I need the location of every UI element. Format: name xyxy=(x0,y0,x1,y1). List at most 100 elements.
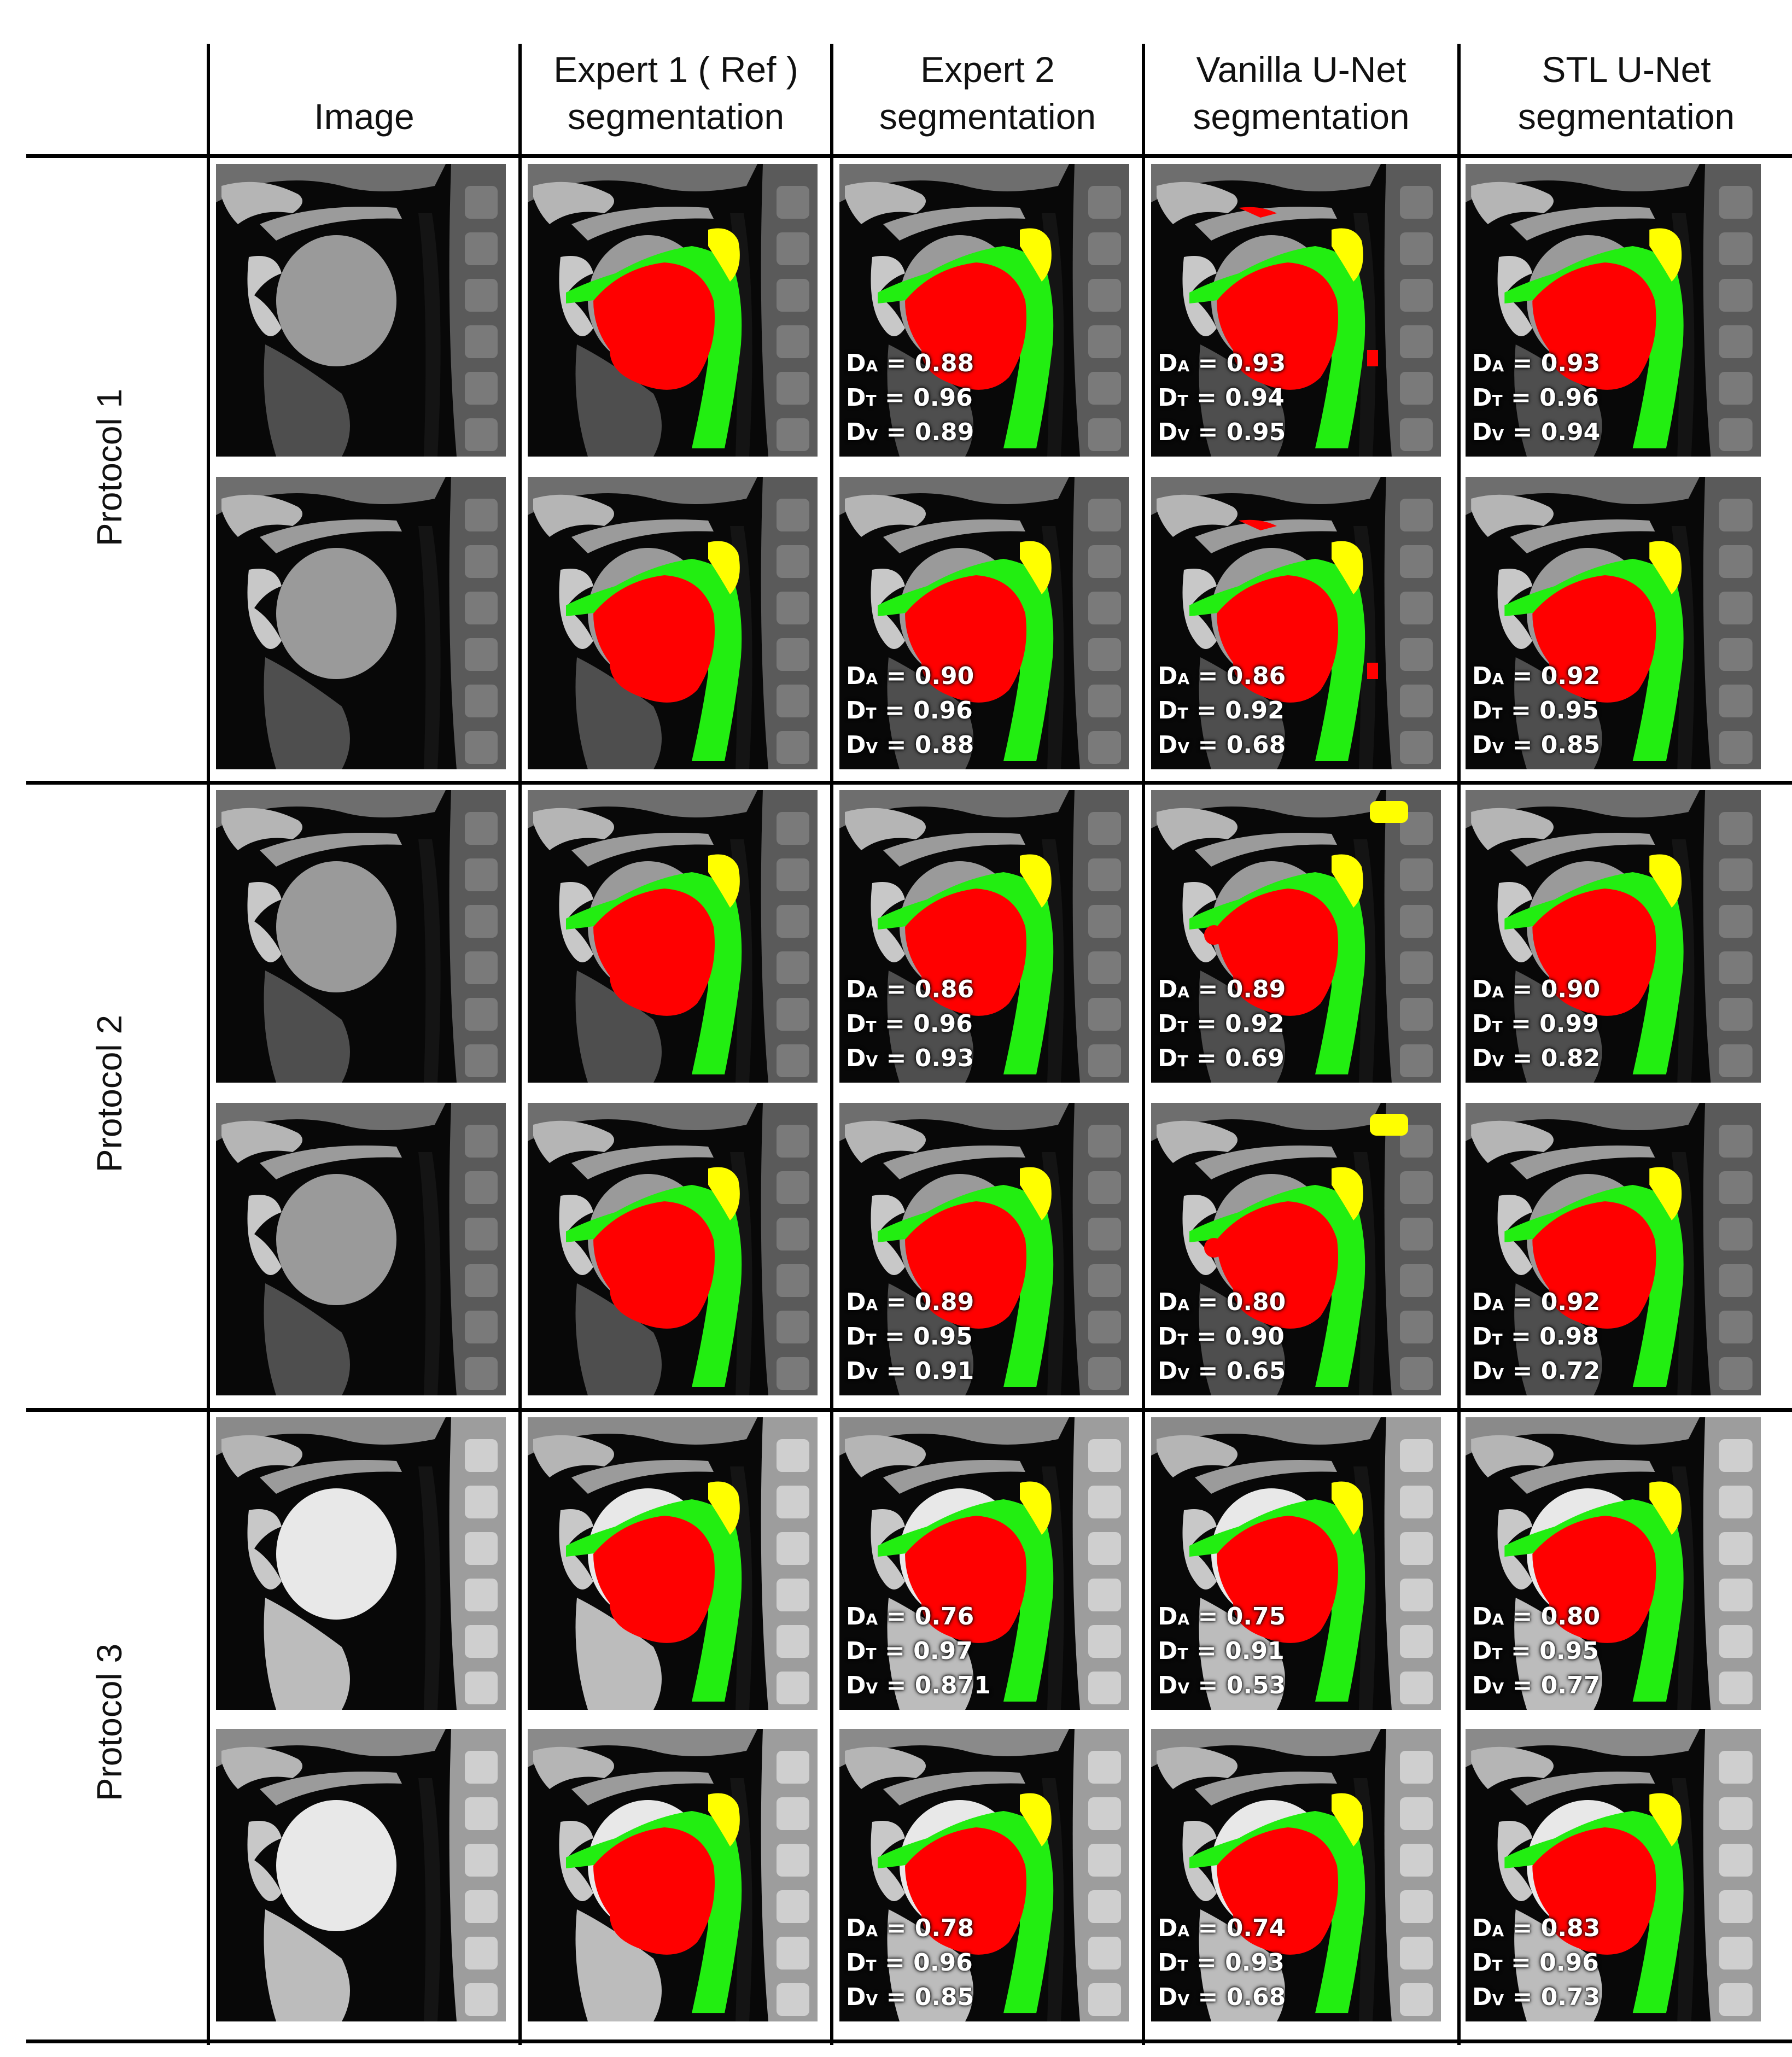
dice-metrics: DA = 0.74 DT = 0.93 DV = 0.68 xyxy=(1158,1913,1286,2016)
metric-subscript: T xyxy=(866,704,877,722)
metric-line: DV = 0.871 xyxy=(846,1670,991,1704)
metric-line: DT = 0.92 xyxy=(1158,1008,1286,1043)
metric-symbol: D xyxy=(1158,731,1178,759)
metric-symbol: D xyxy=(1158,1357,1178,1385)
metric-symbol: D xyxy=(846,1914,866,1942)
metric-line: DA = 0.89 xyxy=(1158,974,1286,1008)
column-header: Expert 1 ( Ref ) segmentation xyxy=(522,46,830,140)
metric-value: = 0.90 xyxy=(878,662,974,690)
segmentation-image xyxy=(528,1729,818,2021)
metric-subscript: A xyxy=(1177,357,1190,375)
metric-line: DT = 0.94 xyxy=(1158,382,1286,417)
metric-subscript: T xyxy=(1177,1645,1188,1663)
mri-slice-graphic xyxy=(528,1417,818,1710)
metric-subscript: V xyxy=(1492,426,1504,444)
metric-line: DT = 0.92 xyxy=(1158,695,1286,729)
metric-value: = 0.95 xyxy=(876,1323,973,1351)
metric-subscript: V xyxy=(1492,1052,1504,1070)
metric-symbol: D xyxy=(1158,975,1178,1003)
segmentation-image xyxy=(528,164,818,457)
metric-subscript: A xyxy=(1177,1610,1190,1628)
metric-value: = 0.93 xyxy=(1504,349,1601,377)
metric-line: DV = 0.82 xyxy=(1472,1043,1600,1077)
metric-symbol: D xyxy=(1472,1914,1492,1942)
metric-subscript: A xyxy=(1177,1296,1190,1314)
metric-line: DV = 0.95 xyxy=(1158,417,1286,451)
metric-symbol: D xyxy=(1158,1010,1178,1038)
metric-symbol: D xyxy=(846,1983,866,2011)
metric-symbol: D xyxy=(1472,418,1492,446)
metric-value: = 0.75 xyxy=(1189,1603,1286,1631)
metric-line: DT = 0.97 xyxy=(846,1635,991,1670)
metric-line: DV = 0.91 xyxy=(846,1355,974,1390)
metric-value: = 0.93 xyxy=(878,1044,974,1072)
metric-line: DV = 0.73 xyxy=(1472,1982,1600,2016)
metric-value: = 0.88 xyxy=(878,731,974,759)
column-header-line: Expert 1 ( Ref ) xyxy=(553,49,798,90)
segmentation-image: DA = 0.80 DT = 0.95 DV = 0.77 xyxy=(1466,1417,1761,1710)
segmentation-image: DA = 0.93 DT = 0.96 DV = 0.94 xyxy=(1466,164,1761,457)
metric-value: = 0.92 xyxy=(1504,662,1601,690)
dice-metrics: DA = 0.92 DT = 0.95 DV = 0.85 xyxy=(1472,661,1600,764)
metric-value: = 0.99 xyxy=(1502,1010,1599,1038)
metric-line: DT = 0.96 xyxy=(1472,382,1600,417)
metric-line: DA = 0.78 xyxy=(846,1913,974,1947)
metric-symbol: D xyxy=(1158,1672,1178,1699)
metric-symbol: D xyxy=(846,731,866,759)
metric-subscript: T xyxy=(866,1956,877,1974)
metric-symbol: D xyxy=(1158,384,1178,412)
metric-subscript: A xyxy=(866,670,878,688)
metric-symbol: D xyxy=(846,349,866,377)
metric-line: DT = 0.96 xyxy=(1472,1947,1600,1982)
metric-value: = 0.93 xyxy=(1188,1949,1285,1977)
dice-metrics: DA = 0.93 DT = 0.96 DV = 0.94 xyxy=(1472,348,1600,451)
mri-slice-graphic xyxy=(1466,1103,1761,1395)
dice-metrics: DA = 0.86 DT = 0.92 DV = 0.68 xyxy=(1158,661,1286,764)
protocol-divider xyxy=(26,1408,1792,1412)
metric-line: DV = 0.77 xyxy=(1472,1670,1600,1704)
segmentation-image: DA = 0.92 DT = 0.95 DV = 0.85 xyxy=(1466,477,1761,769)
segmentation-image: DA = 0.74 DT = 0.93 DV = 0.68 xyxy=(1151,1729,1441,2021)
metric-line: DV = 0.68 xyxy=(1158,729,1286,764)
dice-metrics: DA = 0.90 DT = 0.96 DV = 0.88 xyxy=(846,661,974,764)
metric-line: DA = 0.92 xyxy=(1472,661,1600,695)
metric-symbol: D xyxy=(1472,662,1492,690)
metric-symbol: D xyxy=(1472,1288,1492,1316)
mri-slice-graphic xyxy=(839,164,1129,457)
metric-symbol: D xyxy=(846,975,866,1003)
metric-value: = 0.97 xyxy=(876,1637,973,1665)
segmentation-image: DA = 0.76 DT = 0.97 DV = 0.871 xyxy=(839,1417,1129,1710)
metric-symbol: D xyxy=(846,1357,866,1385)
dice-metrics: DA = 0.78 DT = 0.96 DV = 0.85 xyxy=(846,1913,974,2016)
mri-image xyxy=(216,1417,506,1710)
metric-line: DV = 0.72 xyxy=(1472,1355,1600,1390)
metric-line: DV = 0.65 xyxy=(1158,1355,1286,1390)
metric-line: DA = 0.89 xyxy=(846,1287,974,1321)
metric-subscript: A xyxy=(1177,670,1190,688)
segmentation-image: DA = 0.89 DT = 0.92 DT = 0.69 xyxy=(1151,790,1441,1083)
metric-value: = 0.92 xyxy=(1188,1010,1285,1038)
protocol-label: Protocol 3 xyxy=(90,1643,129,1802)
metric-line: DA = 0.86 xyxy=(846,974,974,1008)
metric-symbol: D xyxy=(846,662,866,690)
metric-value: = 0.80 xyxy=(1504,1603,1601,1631)
metric-subscript: A xyxy=(1492,1296,1504,1314)
segmentation-image: DA = 0.83 DT = 0.96 DV = 0.73 xyxy=(1466,1729,1761,2021)
metric-subscript: A xyxy=(1492,670,1504,688)
mri-slice-graphic xyxy=(1466,1417,1761,1710)
metric-value: = 0.80 xyxy=(1189,1288,1286,1316)
segmentation-image: DA = 0.90 DT = 0.99 DV = 0.82 xyxy=(1466,790,1761,1083)
mri-slice-graphic xyxy=(839,1729,1129,2021)
metric-value: = 0.96 xyxy=(876,1010,973,1038)
metric-line: DT = 0.69 xyxy=(1158,1043,1286,1077)
metric-line: DT = 0.96 xyxy=(846,1947,974,1982)
column-header-line: segmentation xyxy=(567,96,785,137)
metric-value: = 0.89 xyxy=(878,418,974,446)
metric-value: = 0.89 xyxy=(878,1288,974,1316)
column-divider xyxy=(830,44,833,2045)
metric-symbol: D xyxy=(1472,1672,1492,1699)
metric-line: DT = 0.91 xyxy=(1158,1635,1286,1670)
metric-subscript: A xyxy=(1492,357,1504,375)
dice-metrics: DA = 0.89 DT = 0.95 DV = 0.91 xyxy=(846,1287,974,1390)
metric-subscript: V xyxy=(1177,1365,1190,1383)
